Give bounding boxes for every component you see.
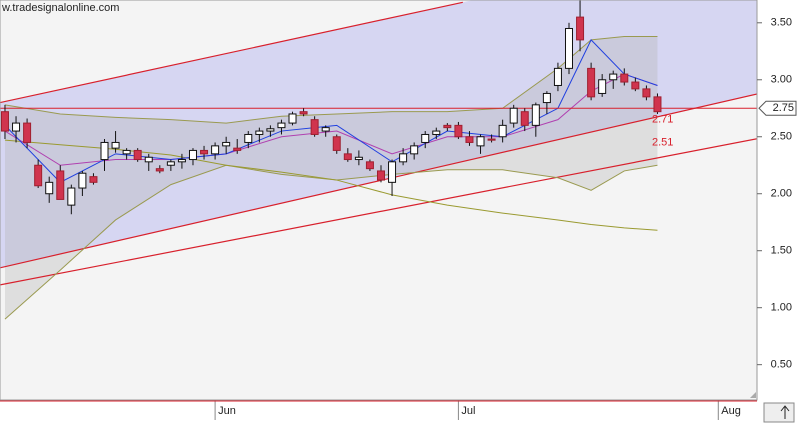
candle-body — [78, 172, 87, 189]
candle-body — [587, 67, 596, 98]
candle-body — [0, 111, 9, 132]
candle-body — [609, 73, 618, 81]
candle-body — [244, 133, 253, 143]
candle-body — [188, 149, 197, 161]
candle-body — [376, 170, 385, 181]
candle-body — [100, 141, 109, 161]
candle-body — [576, 16, 585, 41]
candle-body — [343, 153, 352, 161]
overlay-line — [4, 35, 658, 124]
candle-body — [365, 161, 374, 170]
candle-body — [509, 107, 518, 124]
last-price-label: 2.75 — [773, 102, 794, 114]
candle-body — [155, 168, 164, 172]
candle-body — [465, 136, 474, 143]
candle-body — [388, 161, 397, 183]
candle-body — [122, 149, 131, 155]
candle-body — [45, 181, 54, 195]
candle-body — [531, 104, 540, 126]
candle-body — [410, 145, 419, 155]
source-label: w.tradesignalonline.com — [1, 2, 119, 14]
plot-frame — [0, 0, 758, 401]
y-tick-label: 2.50 — [771, 131, 792, 143]
x-tick-label: Jun — [218, 405, 236, 417]
overlay-line — [4, 39, 658, 183]
candle-body — [89, 176, 98, 183]
candle-body — [421, 133, 430, 143]
candle-body — [34, 164, 43, 187]
candle-body — [620, 73, 629, 83]
candle-body — [542, 92, 551, 104]
candle-body — [354, 156, 363, 161]
candle-body — [653, 96, 662, 113]
candle-body — [454, 124, 463, 138]
y-tick-label: 2.00 — [771, 188, 792, 200]
candle-body — [200, 149, 209, 155]
y-tick-label: 0.50 — [771, 359, 792, 371]
candle-body — [288, 113, 297, 124]
candle-body — [399, 153, 408, 163]
candle-body — [133, 149, 142, 161]
annotation-label: 2.71 — [652, 114, 673, 126]
candle-body — [177, 159, 186, 163]
candle-body — [310, 119, 319, 135]
last-price-tag — [758, 100, 797, 116]
candle-body — [211, 145, 220, 155]
candle-body — [111, 141, 120, 149]
candle-body — [12, 122, 21, 132]
candle-body — [598, 79, 607, 94]
y-tick-label: 1.00 — [771, 302, 792, 314]
channel-line — [0, 1, 463, 104]
candle-body — [564, 27, 573, 69]
candle-body — [277, 122, 286, 129]
candle-body — [476, 136, 485, 147]
candle-body — [332, 136, 341, 151]
candle-body — [520, 111, 529, 126]
candle-body — [56, 170, 65, 200]
candle-body — [166, 161, 175, 166]
candle-body — [299, 111, 308, 115]
candle-body — [553, 67, 562, 86]
candle-body — [443, 124, 452, 129]
candle-body — [67, 187, 76, 206]
candle-body — [498, 124, 507, 138]
candle-body — [23, 122, 32, 143]
candle-body — [642, 88, 651, 98]
candle-body — [255, 130, 264, 135]
corner-icon — [750, 392, 795, 423]
channel-line — [0, 138, 757, 286]
candle-body — [266, 128, 275, 132]
candle-body — [631, 81, 640, 90]
y-tick-label: 1.50 — [771, 245, 792, 257]
x-tick-label: Aug — [721, 405, 741, 417]
annotation-label: 2.51 — [652, 137, 673, 149]
candle-body — [487, 138, 496, 141]
overlay-line — [4, 73, 658, 166]
candle-body — [222, 141, 231, 147]
candle-body — [144, 156, 153, 163]
y-tick-label: 3.00 — [771, 74, 792, 86]
candle-body — [321, 127, 330, 132]
candle-body — [432, 130, 441, 135]
band-area — [4, 36, 658, 320]
overlay-line — [4, 164, 658, 320]
x-tick-label: Jul — [461, 405, 475, 417]
plot-area — [0, 0, 757, 320]
y-tick-label: 3.50 — [771, 17, 792, 29]
candle-body — [233, 147, 242, 151]
